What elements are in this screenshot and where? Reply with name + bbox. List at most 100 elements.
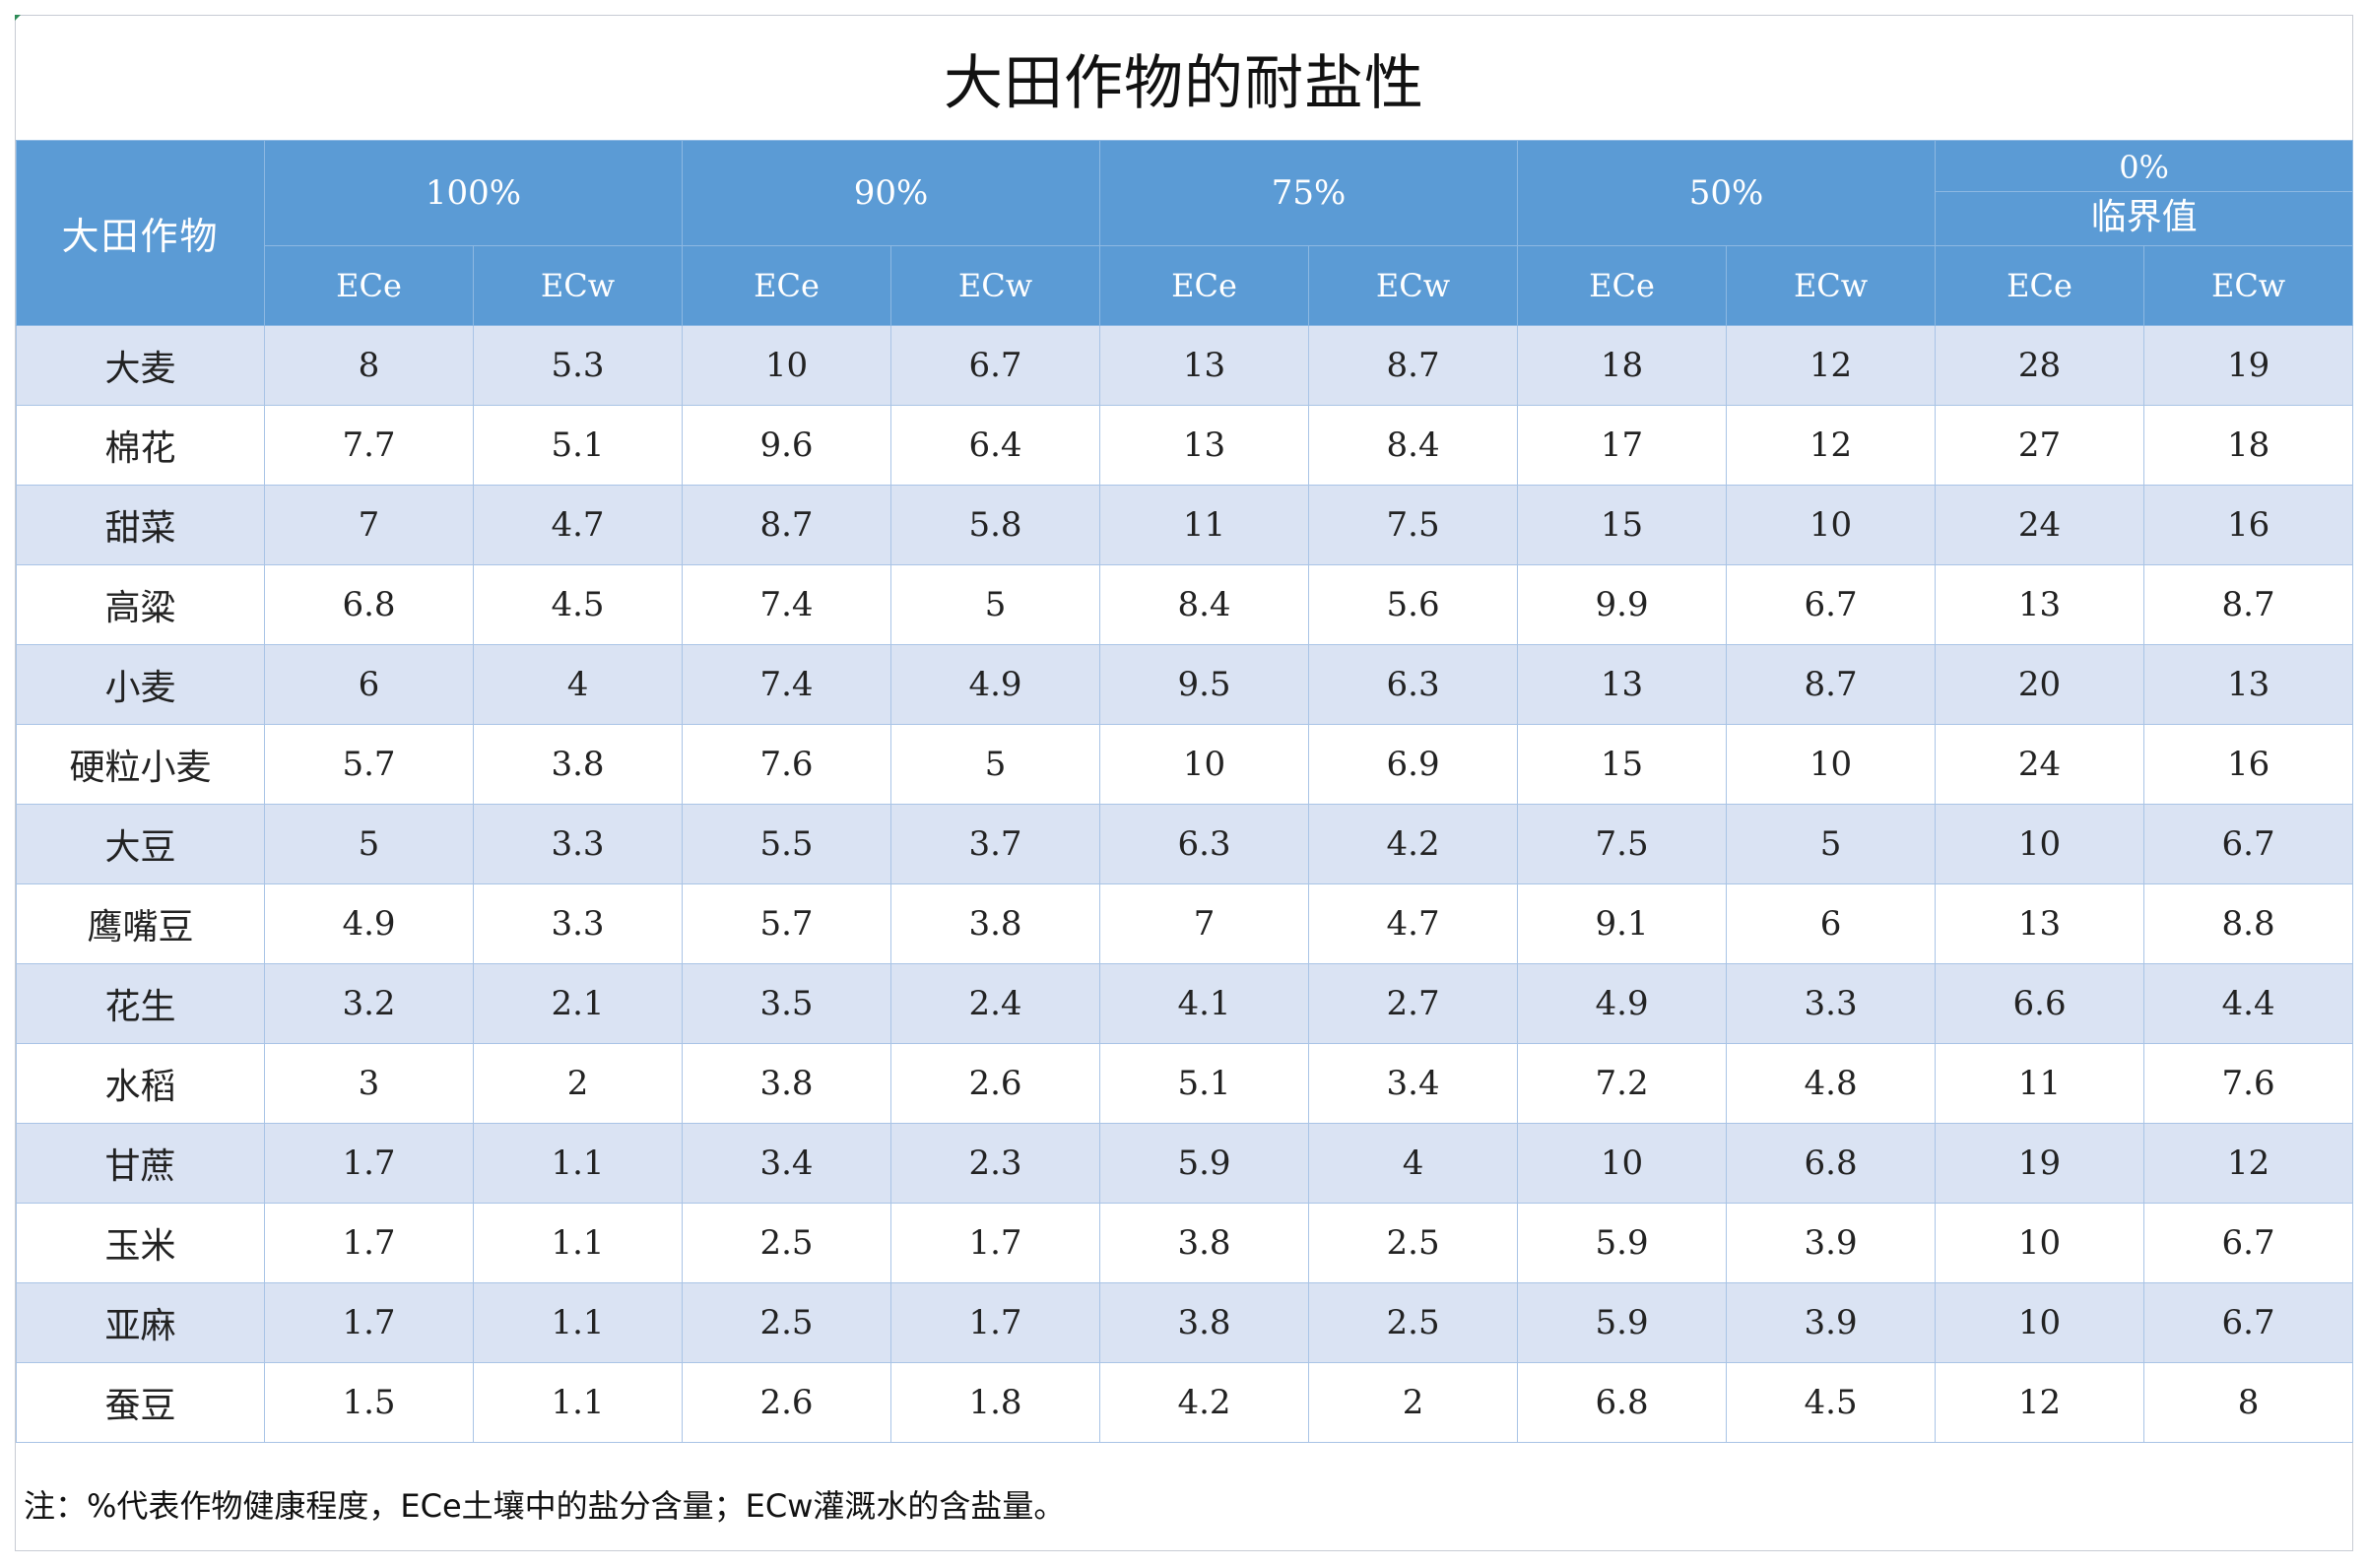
header-ece[interactable]: ECe — [682, 245, 892, 326]
cell-value[interactable]: 2 — [472, 1043, 684, 1124]
cell-value[interactable]: 3.8 — [890, 883, 1101, 964]
cell-crop-name[interactable]: 鹰嘴豆 — [16, 883, 265, 964]
cell-value[interactable]: 10 — [1726, 724, 1937, 805]
cell-value[interactable]: 12 — [1726, 405, 1937, 486]
header-ecw[interactable]: ECw — [890, 245, 1101, 326]
cell-value[interactable]: 4.7 — [1308, 883, 1519, 964]
cell-value[interactable]: 2.1 — [472, 963, 684, 1044]
cell-crop-name[interactable]: 棉花 — [16, 405, 265, 486]
cell-value[interactable]: 7.7 — [264, 405, 474, 486]
header-ecw[interactable]: ECw — [472, 245, 684, 326]
cell-value[interactable]: 5.1 — [472, 405, 684, 486]
cell-value[interactable]: 4.1 — [1099, 963, 1310, 1044]
cell-crop-name[interactable]: 甘蔗 — [16, 1123, 265, 1204]
cell-crop-name[interactable]: 水稻 — [16, 1043, 265, 1124]
cell-value[interactable]: 3.8 — [1099, 1282, 1310, 1363]
cell-value[interactable]: 6.7 — [2143, 1203, 2354, 1283]
cell-value[interactable]: 12 — [2143, 1123, 2354, 1204]
cell-value[interactable]: 16 — [2143, 485, 2354, 565]
cell-value[interactable]: 9.5 — [1099, 644, 1310, 725]
header-group-50[interactable]: 50% — [1517, 140, 1937, 246]
cell-value[interactable]: 7.5 — [1517, 804, 1728, 884]
cell-value[interactable]: 7.4 — [682, 564, 892, 645]
cell-value[interactable]: 24 — [1935, 724, 2145, 805]
cell-value[interactable]: 18 — [1517, 325, 1728, 406]
header-crop[interactable]: 大田作物 — [16, 140, 265, 326]
cell-value[interactable]: 3.8 — [472, 724, 684, 805]
cell-value[interactable]: 4.9 — [264, 883, 474, 964]
cell-value[interactable]: 11 — [1099, 485, 1310, 565]
cell-value[interactable]: 9.6 — [682, 405, 892, 486]
cell-value[interactable]: 3.8 — [682, 1043, 892, 1124]
cell-value[interactable]: 1.8 — [890, 1362, 1101, 1443]
cell-value[interactable]: 4.9 — [890, 644, 1101, 725]
cell-crop-name[interactable]: 蚕豆 — [16, 1362, 265, 1443]
cell-value[interactable]: 10 — [1935, 1203, 2145, 1283]
cell-crop-name[interactable]: 花生 — [16, 963, 265, 1044]
cell-value[interactable]: 1.1 — [472, 1123, 684, 1204]
cell-value[interactable]: 10 — [1517, 1123, 1728, 1204]
cell-value[interactable]: 28 — [1935, 325, 2145, 406]
cell-value[interactable]: 13 — [1517, 644, 1728, 725]
cell-value[interactable]: 19 — [2143, 325, 2354, 406]
cell-value[interactable]: 6.7 — [2143, 804, 2354, 884]
cell-value[interactable]: 13 — [1099, 325, 1310, 406]
cell-value[interactable]: 2.4 — [890, 963, 1101, 1044]
cell-value[interactable]: 5 — [890, 564, 1101, 645]
cell-value[interactable]: 10 — [1099, 724, 1310, 805]
cell-value[interactable]: 3.5 — [682, 963, 892, 1044]
cell-value[interactable]: 5.6 — [1308, 564, 1519, 645]
header-group-0[interactable]: 0% 临界值 — [1935, 140, 2354, 246]
cell-value[interactable]: 6.4 — [890, 405, 1101, 486]
cell-value[interactable]: 7 — [1099, 883, 1310, 964]
cell-value[interactable]: 6.8 — [1517, 1362, 1728, 1443]
header-ece[interactable]: ECe — [264, 245, 474, 326]
cell-value[interactable]: 6.7 — [1726, 564, 1937, 645]
cell-value[interactable]: 5.5 — [682, 804, 892, 884]
cell-value[interactable]: 4 — [472, 644, 684, 725]
cell-crop-name[interactable]: 硬粒小麦 — [16, 724, 265, 805]
cell-value[interactable]: 4.2 — [1308, 804, 1519, 884]
cell-value[interactable]: 16 — [2143, 724, 2354, 805]
cell-value[interactable]: 3.4 — [682, 1123, 892, 1204]
cell-value[interactable]: 13 — [1935, 883, 2145, 964]
cell-value[interactable]: 19 — [1935, 1123, 2145, 1204]
cell-crop-name[interactable]: 大麦 — [16, 325, 265, 406]
cell-value[interactable]: 5.1 — [1099, 1043, 1310, 1124]
header-ecw[interactable]: ECw — [1726, 245, 1937, 326]
cell-value[interactable]: 10 — [1935, 804, 2145, 884]
header-ecw[interactable]: ECw — [2143, 245, 2354, 326]
cell-value[interactable]: 15 — [1517, 485, 1728, 565]
cell-value[interactable]: 3.9 — [1726, 1282, 1937, 1363]
cell-crop-name[interactable]: 甜菜 — [16, 485, 265, 565]
cell-value[interactable]: 6.6 — [1935, 963, 2145, 1044]
cell-value[interactable]: 17 — [1517, 405, 1728, 486]
cell-value[interactable]: 12 — [1935, 1362, 2145, 1443]
cell-value[interactable]: 7.5 — [1308, 485, 1519, 565]
cell-value[interactable]: 3.3 — [472, 883, 684, 964]
cell-value[interactable]: 6 — [1726, 883, 1937, 964]
cell-value[interactable]: 3.9 — [1726, 1203, 1937, 1283]
cell-value[interactable]: 2.5 — [1308, 1203, 1519, 1283]
cell-value[interactable]: 2 — [1308, 1362, 1519, 1443]
cell-value[interactable]: 1.1 — [472, 1282, 684, 1363]
cell-value[interactable]: 7.2 — [1517, 1043, 1728, 1124]
cell-value[interactable]: 3.8 — [1099, 1203, 1310, 1283]
cell-value[interactable]: 2.5 — [1308, 1282, 1519, 1363]
cell-value[interactable]: 4.4 — [2143, 963, 2354, 1044]
cell-value[interactable]: 6.7 — [2143, 1282, 2354, 1363]
cell-value[interactable]: 6.3 — [1099, 804, 1310, 884]
cell-value[interactable]: 8.7 — [682, 485, 892, 565]
cell-value[interactable]: 27 — [1935, 405, 2145, 486]
cell-value[interactable]: 3 — [264, 1043, 474, 1124]
cell-value[interactable]: 6.3 — [1308, 644, 1519, 725]
cell-value[interactable]: 4.2 — [1099, 1362, 1310, 1443]
cell-value[interactable]: 9.1 — [1517, 883, 1728, 964]
cell-value[interactable]: 2.6 — [890, 1043, 1101, 1124]
cell-value[interactable]: 4.5 — [1726, 1362, 1937, 1443]
cell-value[interactable]: 1.7 — [264, 1203, 474, 1283]
header-ece[interactable]: ECe — [1935, 245, 2145, 326]
cell-value[interactable]: 1.7 — [890, 1203, 1101, 1283]
cell-value[interactable]: 1.7 — [890, 1282, 1101, 1363]
cell-value[interactable]: 3.4 — [1308, 1043, 1519, 1124]
